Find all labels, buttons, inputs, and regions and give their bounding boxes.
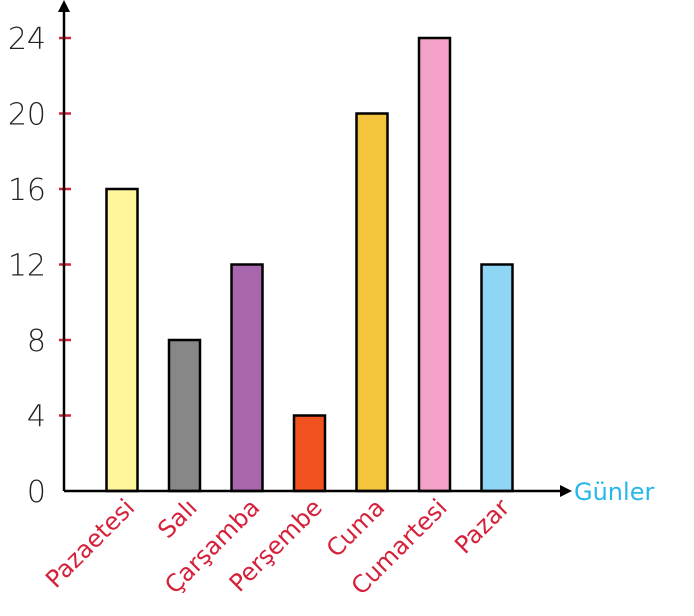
y-tick-label: 12: [8, 249, 46, 284]
y-tick-label: 4: [27, 400, 46, 435]
bar-1: [105, 187, 139, 493]
bar-5: [355, 112, 389, 493]
y-tick-label: 24: [8, 22, 46, 57]
category-label: Pazar: [449, 493, 515, 559]
y-axis-ticks: 0 4 8 12 16 20 24: [8, 22, 71, 510]
bar-2: [167, 338, 202, 493]
bar-3: [230, 263, 264, 493]
category-label: Salı: [152, 493, 202, 543]
y-tick-label: 8: [27, 324, 46, 359]
bar-4: [292, 414, 327, 493]
x-axis-category-labels: Pazaetesi SalıÇarşambaPerşembeCumaCumarte…: [40, 493, 515, 600]
x-axis-title: Günler: [574, 478, 654, 506]
bar-6: [417, 36, 452, 493]
y-tick-label: 0: [27, 475, 46, 510]
category-label: Pazaetesi: [40, 493, 140, 593]
bars-group: [105, 36, 514, 493]
bar-7: [480, 263, 514, 493]
y-tick-label: 16: [8, 173, 46, 208]
y-tick-label: 20: [8, 98, 46, 133]
